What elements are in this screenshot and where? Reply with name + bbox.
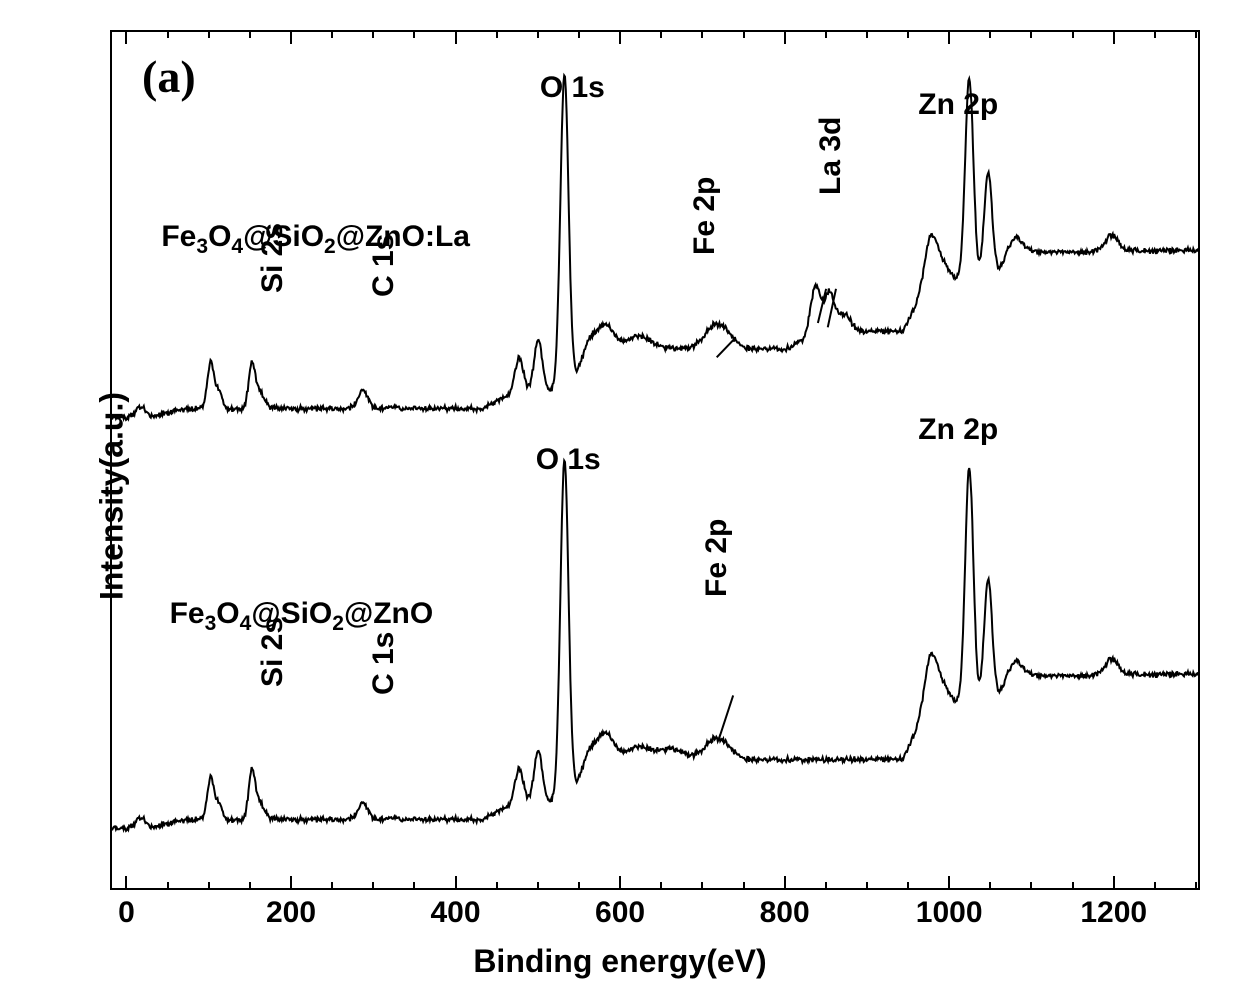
x-minor-tick [167, 882, 169, 888]
sample-label-top: Fe3O4@SiO2@ZnO:La [161, 220, 470, 259]
x-minor-tick [167, 32, 169, 38]
x-minor-tick [1154, 32, 1156, 38]
x-tick [948, 32, 950, 44]
peak-label-la3d: La 3d [814, 116, 848, 194]
x-minor-tick [1030, 32, 1032, 38]
peak-label-o1s: O 1s [536, 443, 601, 477]
x-minor-tick [413, 32, 415, 38]
peak-label-o1s: O 1s [540, 71, 605, 105]
x-tick [1113, 32, 1115, 44]
x-tick [290, 32, 292, 44]
x-minor-tick [1072, 32, 1074, 38]
x-minor-tick [496, 882, 498, 888]
x-minor-tick [825, 882, 827, 888]
x-minor-tick [496, 32, 498, 38]
x-tick-label: 1200 [1080, 896, 1147, 930]
x-tick-label: 400 [431, 896, 481, 930]
peak-label-zn2p: Zn 2p [918, 88, 998, 122]
x-tick [619, 32, 621, 44]
x-tick-label: 1000 [916, 896, 983, 930]
x-tick-label: 800 [760, 896, 810, 930]
x-minor-tick [413, 882, 415, 888]
x-minor-tick [331, 32, 333, 38]
x-minor-tick [372, 882, 374, 888]
x-tick-label: 600 [595, 896, 645, 930]
x-minor-tick [989, 882, 991, 888]
x-minor-tick [249, 32, 251, 38]
x-minor-tick [660, 882, 662, 888]
x-tick [125, 32, 127, 44]
leader-line [717, 340, 733, 357]
x-minor-tick [866, 32, 868, 38]
plot-area: (a) Si 2sC 1sO 1sFe 2pLa 3dZn 2pSi 2sC 1… [110, 30, 1200, 890]
x-minor-tick [208, 32, 210, 38]
peak-label-zn2p: Zn 2p [918, 413, 998, 447]
x-tick-label: 0 [118, 896, 135, 930]
x-tick [784, 876, 786, 888]
x-tick [455, 32, 457, 44]
x-minor-tick [701, 32, 703, 38]
sample-label-bottom: Fe3O4@SiO2@ZnO [170, 597, 434, 636]
x-minor-tick [743, 882, 745, 888]
peak-label-c1s: C 1s [367, 632, 401, 695]
x-tick [290, 876, 292, 888]
x-minor-tick [743, 32, 745, 38]
x-tick [619, 876, 621, 888]
x-tick [125, 876, 127, 888]
x-minor-tick [701, 882, 703, 888]
x-minor-tick [1072, 882, 1074, 888]
peak-label-fe2p: Fe 2p [700, 519, 734, 597]
x-minor-tick [578, 32, 580, 38]
x-minor-tick [578, 882, 580, 888]
x-minor-tick [331, 882, 333, 888]
xps-survey-chart: Intensity(a.u.) (a) Si 2sC 1sO 1sFe 2pLa… [0, 0, 1240, 992]
x-minor-tick [1154, 882, 1156, 888]
x-minor-tick [537, 32, 539, 38]
x-minor-tick [1195, 882, 1197, 888]
leader-line [719, 695, 733, 738]
x-minor-tick [208, 882, 210, 888]
x-axis-label: Binding energy(eV) [473, 943, 766, 980]
x-tick [948, 876, 950, 888]
x-tick [1113, 876, 1115, 888]
spectrum-svg [112, 32, 1198, 888]
x-minor-tick [907, 882, 909, 888]
x-minor-tick [866, 882, 868, 888]
x-minor-tick [1030, 882, 1032, 888]
x-minor-tick [249, 882, 251, 888]
peak-label-fe2p: Fe 2p [688, 176, 722, 254]
x-minor-tick [825, 32, 827, 38]
x-minor-tick [537, 882, 539, 888]
x-minor-tick [660, 32, 662, 38]
x-minor-tick [1195, 32, 1197, 38]
x-tick [455, 876, 457, 888]
x-tick-label: 200 [266, 896, 316, 930]
x-tick [784, 32, 786, 44]
x-minor-tick [372, 32, 374, 38]
x-minor-tick [989, 32, 991, 38]
x-minor-tick [907, 32, 909, 38]
